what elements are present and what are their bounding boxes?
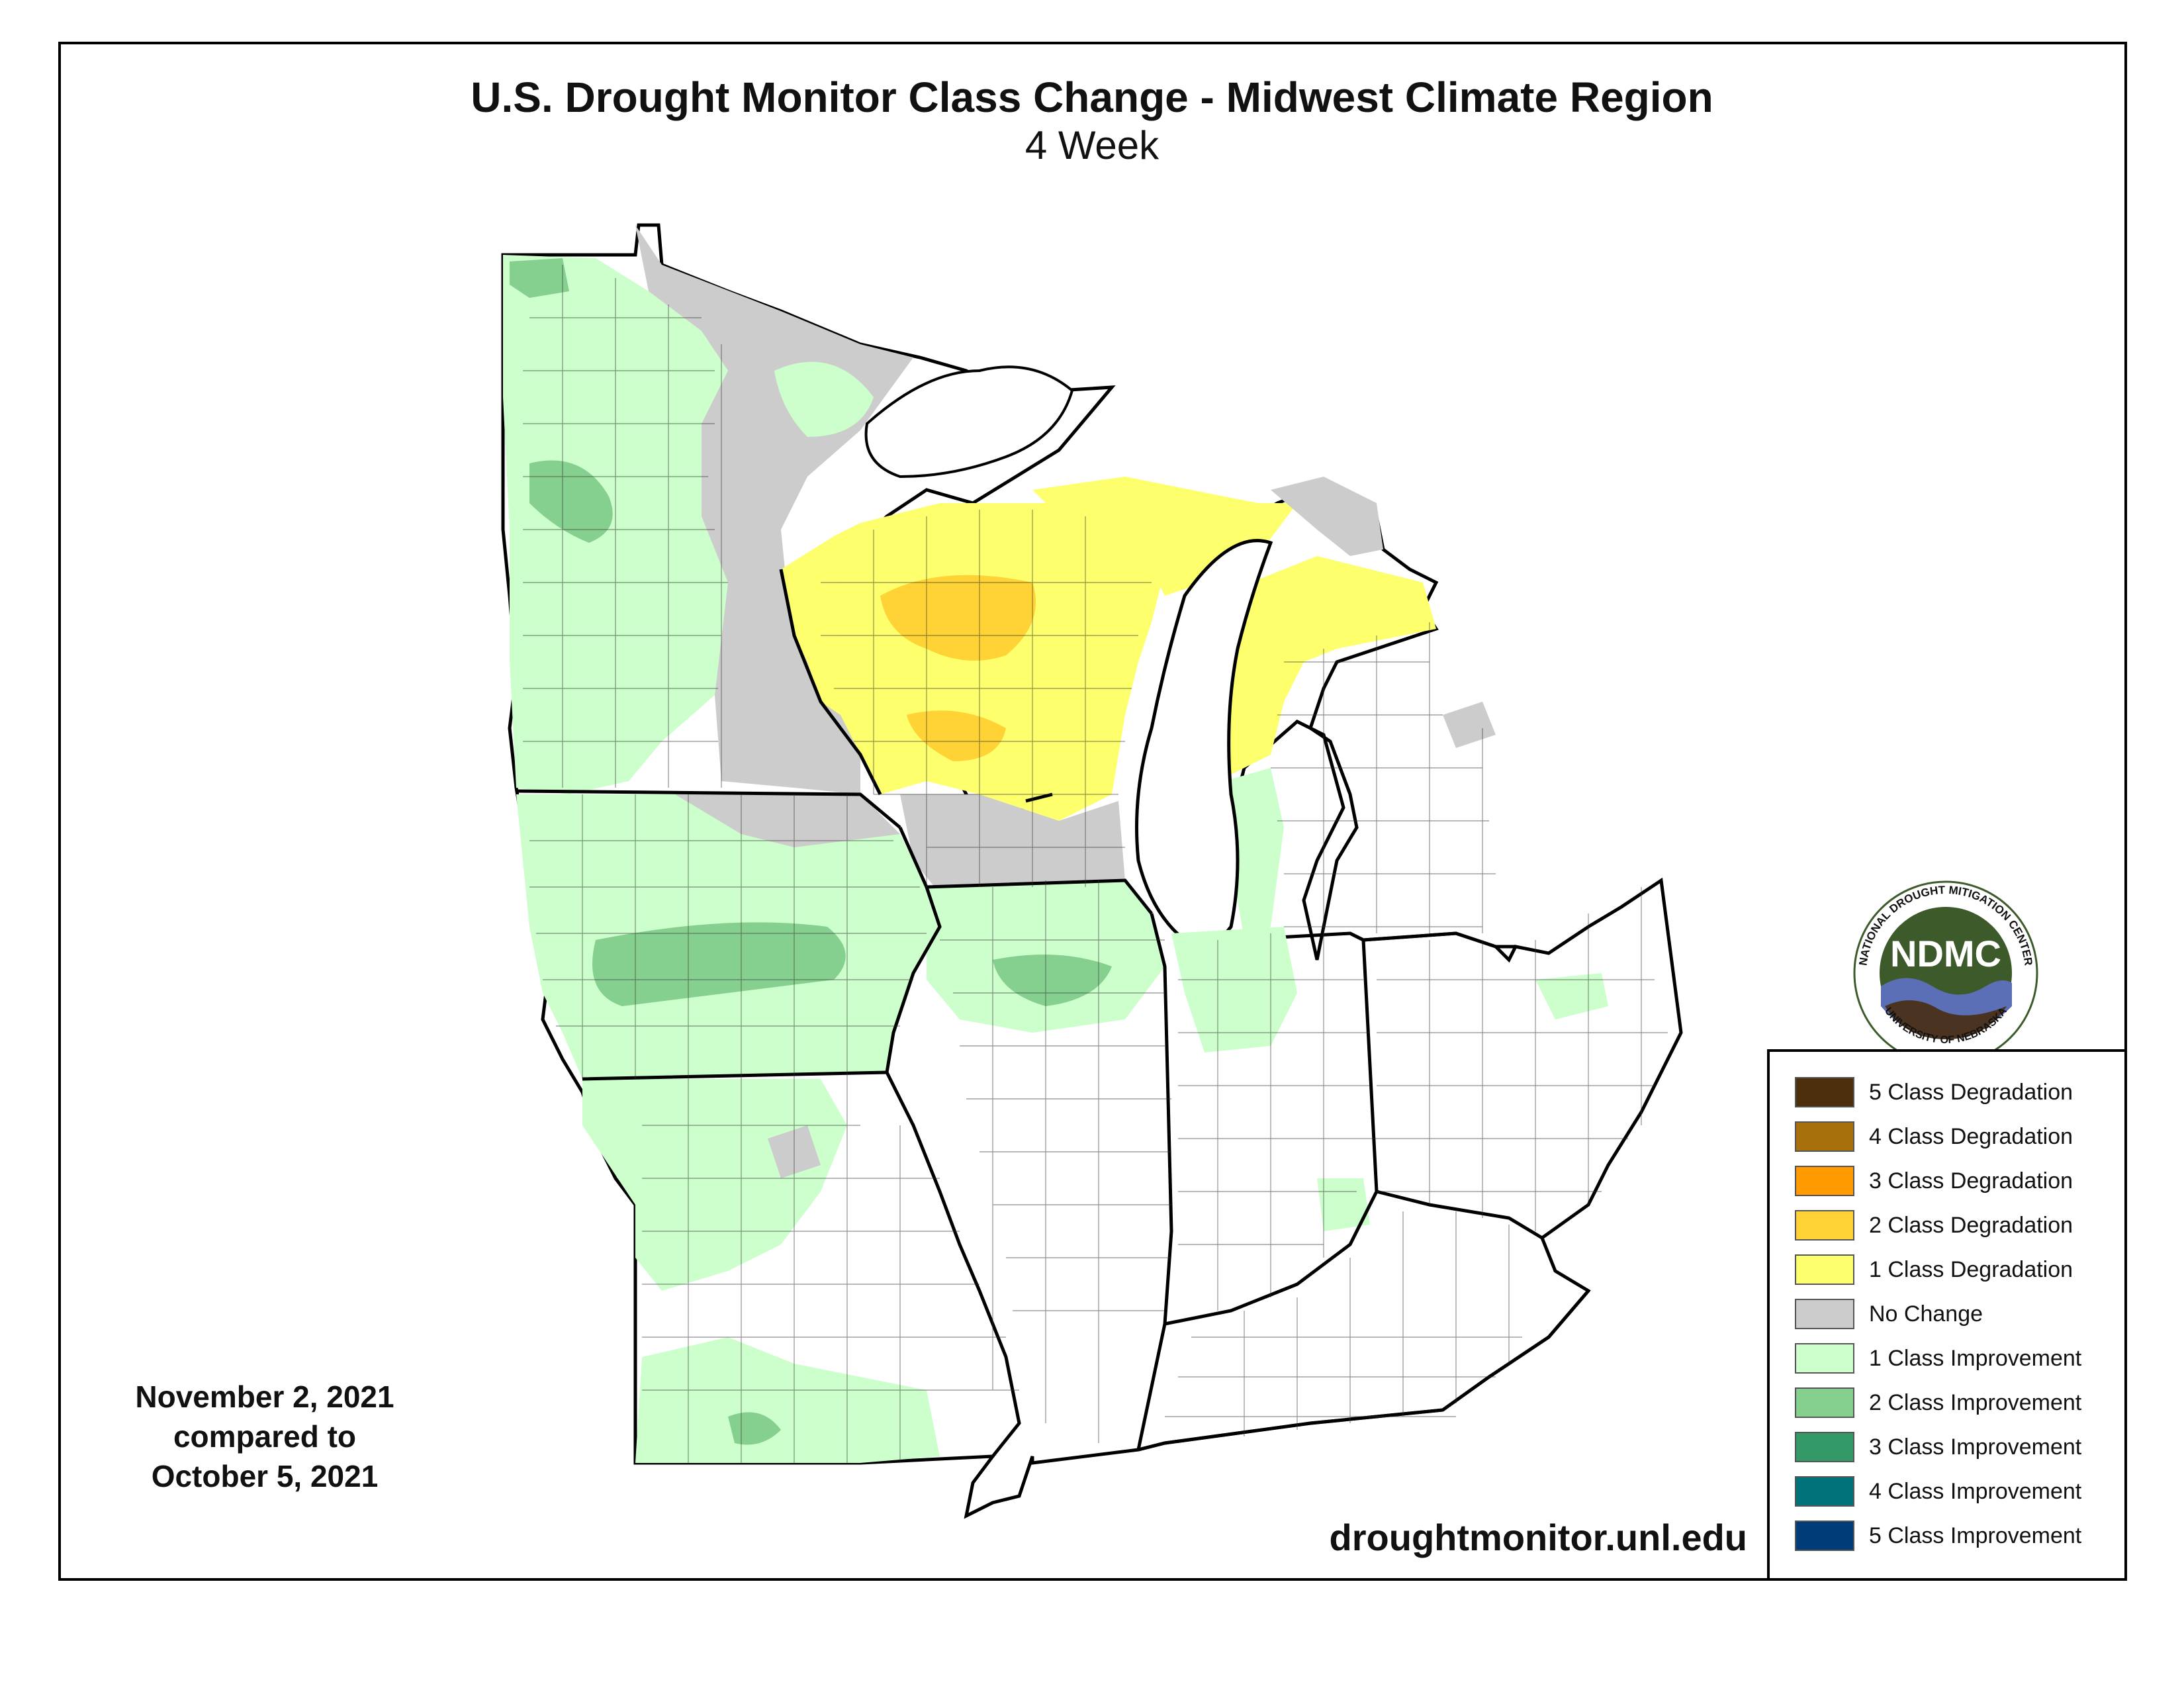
legend-item: 3 Class Degradation <box>1795 1166 2126 1197</box>
legend-item: 5 Class Improvement <box>1795 1521 2126 1552</box>
legend: 5 Class Degradation 4 Class Degradation 3 … <box>1767 1049 2127 1581</box>
date-previous: October 5, 2021 <box>151 1459 379 1493</box>
mo-south-improvement <box>635 1337 940 1463</box>
mn-wi-border <box>779 569 882 796</box>
map-title: U.S. Drought Monitor Class Change - Midw… <box>471 73 1713 121</box>
wi-2class-south <box>907 710 1006 761</box>
lake-michigan <box>1135 539 1273 947</box>
legend-label: 5 Class Degradation <box>1869 1080 2073 1105</box>
legend-swatch <box>1795 1254 1854 1285</box>
date-compared-label: compared to <box>173 1419 357 1454</box>
ohio-river <box>1164 1190 1543 1326</box>
website-link[interactable]: droughtmonitor.unl.edu <box>1329 1517 1747 1558</box>
mi-lp-degradation <box>1224 556 1436 774</box>
mn-2class-north <box>510 258 569 298</box>
legend-swatch <box>1795 1121 1854 1152</box>
mn-2class-patch <box>529 460 613 543</box>
legend-item: No Change <box>1795 1299 2126 1331</box>
ky-border <box>1138 1289 1590 1452</box>
legend-label: 5 Class Improvement <box>1869 1523 2082 1548</box>
legend-label: 4 Class Improvement <box>1869 1479 2082 1504</box>
county-lines <box>523 265 1668 1463</box>
legend-swatch <box>1795 1476 1854 1507</box>
ndmc-logo: NDMC NATIONAL DROUGHT MITIGATION CENTER … <box>1853 880 2038 1066</box>
legend-swatch <box>1795 1077 1854 1107</box>
date-current: November 2, 2021 <box>135 1380 394 1414</box>
mi-up-nochange <box>1271 477 1383 556</box>
legend-label: 1 Class Degradation <box>1869 1257 2073 1282</box>
oh-improvement <box>1535 973 1608 1019</box>
legend-label: 3 Class Degradation <box>1869 1168 2073 1194</box>
state-boundaries <box>516 569 1590 1458</box>
legend-item: 2 Class Degradation <box>1795 1210 2126 1242</box>
ia-il-mo-border <box>582 886 942 1081</box>
legend-label: No Change <box>1869 1301 1983 1327</box>
wi-il-border <box>898 826 1153 915</box>
legend-item: 2 Class Improvement <box>1795 1387 2126 1419</box>
ia-2class-band <box>592 922 846 1006</box>
minor-border <box>1025 792 1053 803</box>
lake-superior <box>864 365 1074 479</box>
legend-swatch <box>1795 1166 1854 1196</box>
logo-soil <box>1885 1000 2007 1039</box>
date-block: November 2, 2021 compared to October 5, … <box>60 1377 470 1496</box>
legend-item: 4 Class Improvement <box>1795 1476 2126 1508</box>
legend-label: 2 Class Degradation <box>1869 1213 2073 1238</box>
legend-item: 1 Class Improvement <box>1795 1343 2126 1375</box>
mn-arrowhead-improvement <box>774 361 874 437</box>
mn-nochange-area <box>635 225 913 794</box>
legend-label: 3 Class Improvement <box>1869 1434 2082 1460</box>
legend-swatch <box>1795 1521 1854 1551</box>
mo-improvement <box>582 1079 847 1291</box>
wi-south-nochange <box>900 794 1125 894</box>
il-mo-border <box>885 1071 1021 1458</box>
in-improvement <box>1171 927 1297 1053</box>
legend-swatch <box>1795 1210 1854 1241</box>
legend-label: 4 Class Degradation <box>1869 1124 2073 1149</box>
mi-oh-border <box>1363 931 1516 949</box>
legend-item: 3 Class Improvement <box>1795 1432 2126 1464</box>
legend-swatch <box>1795 1432 1854 1462</box>
legend-item: 1 Class Degradation <box>1795 1254 2126 1286</box>
map-subtitle: 4 Week <box>1024 123 1160 167</box>
il-in-border <box>1136 913 1173 1450</box>
legend-swatch <box>1795 1343 1854 1374</box>
mi-west-improvement <box>1224 768 1284 940</box>
wi-2class-patch <box>880 575 1036 661</box>
mn-ia-border <box>516 789 901 829</box>
legend-swatch <box>1795 1387 1854 1418</box>
legend-label: 2 Class Improvement <box>1869 1390 2082 1415</box>
legend-swatch <box>1795 1299 1854 1329</box>
logo-acronym: NDMC <box>1890 933 2001 974</box>
legend-item: 5 Class Degradation <box>1795 1077 2126 1109</box>
ia-nochange <box>675 794 900 847</box>
legend-item: 4 Class Degradation <box>1795 1121 2126 1153</box>
mi-thumb-nochange <box>1443 702 1496 748</box>
legend-label: 1 Class Improvement <box>1869 1346 2082 1371</box>
